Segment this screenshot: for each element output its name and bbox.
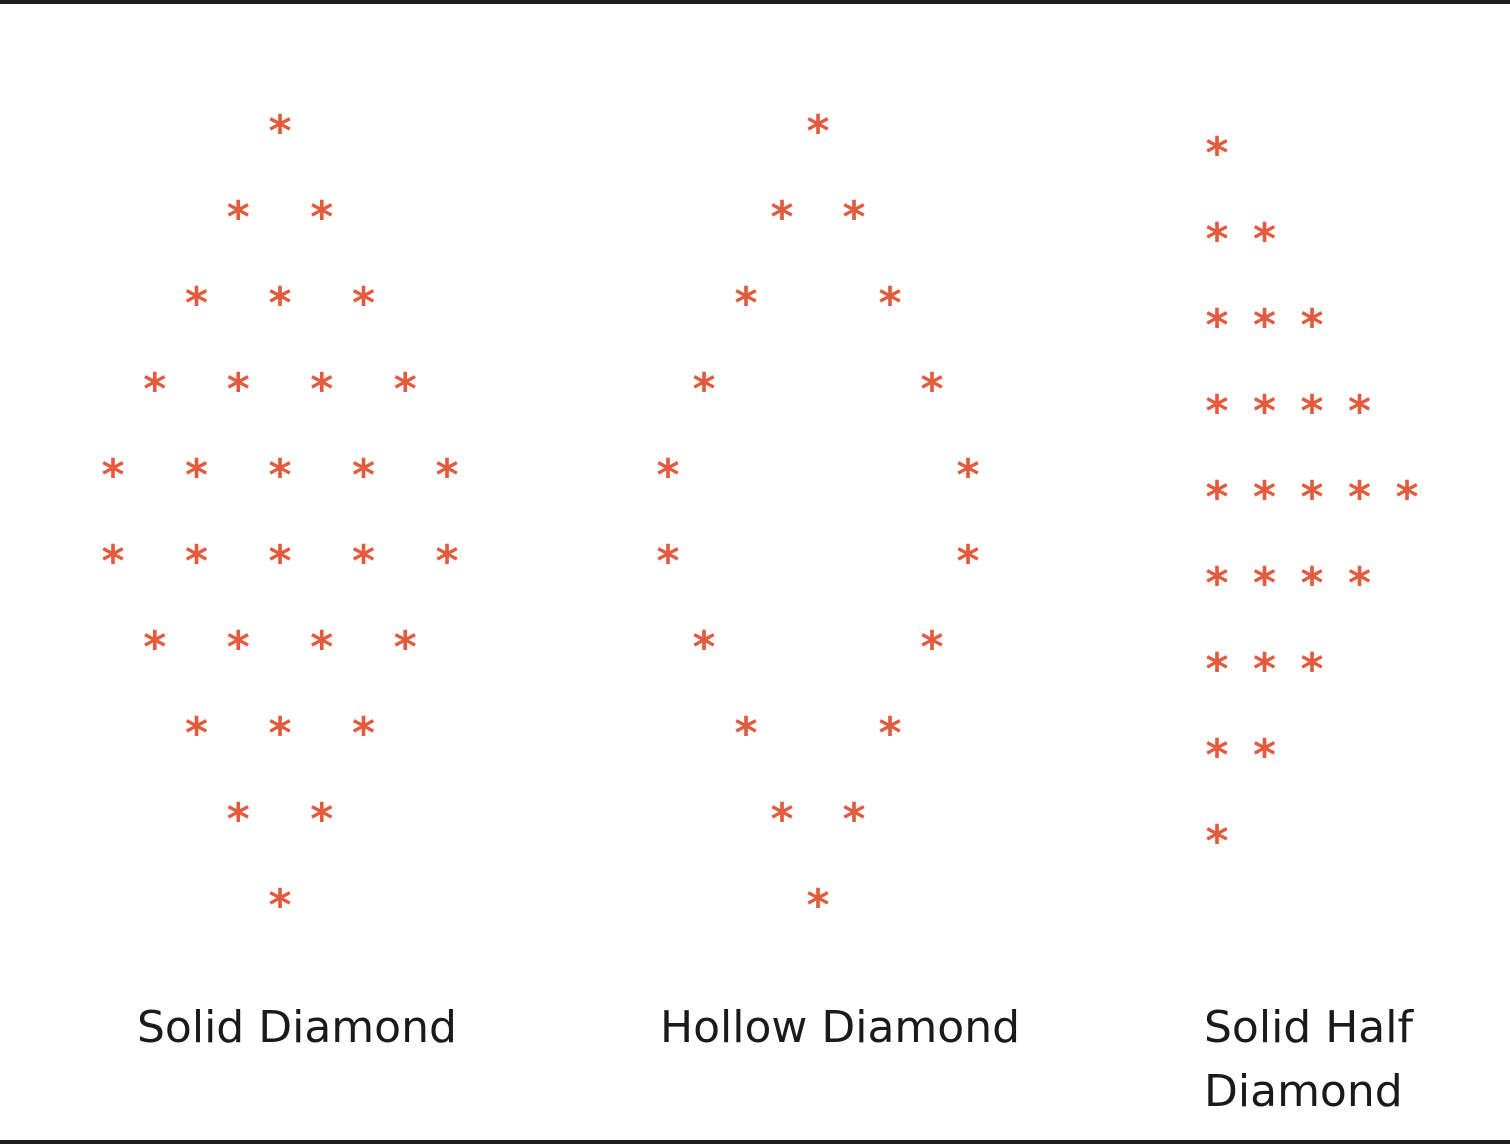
star-half-r1-c1: *: [1252, 214, 1276, 265]
star-solid-r8-c1: *: [310, 794, 334, 845]
star-hollow-r8-right: *: [842, 794, 866, 845]
bottom-border: [0, 1140, 1510, 1144]
star-half-r4-c2: *: [1300, 472, 1324, 523]
star-solid-r5-c3: *: [351, 536, 375, 587]
star-hollow-r7-right: *: [878, 708, 902, 759]
star-half-r2-c0: *: [1205, 300, 1229, 351]
star-hollow-r7-left: *: [734, 708, 758, 759]
star-solid-r3-c3: *: [393, 364, 417, 415]
star-solid-r7-c1: *: [268, 708, 292, 759]
star-half-r7-c1: *: [1252, 730, 1276, 781]
star-solid-r5-c0: *: [101, 536, 125, 587]
star-solid-r3-c1: *: [226, 364, 250, 415]
star-solid-r3-c2: *: [310, 364, 334, 415]
star-half-r3-c2: *: [1300, 386, 1324, 437]
star-solid-r8-c0: *: [226, 794, 250, 845]
star-hollow-r4-right: *: [956, 450, 980, 501]
star-hollow-r8-left: *: [770, 794, 794, 845]
star-half-r4-c1: *: [1252, 472, 1276, 523]
star-hollow-r6-right: *: [920, 622, 944, 673]
star-hollow-r0-c0: *: [806, 106, 830, 157]
star-half-r4-c3: *: [1347, 472, 1371, 523]
star-solid-r5-c1: *: [184, 536, 208, 587]
star-hollow-r4-left: *: [656, 450, 680, 501]
star-half-r3-c3: *: [1347, 386, 1371, 437]
star-half-r0-c0: *: [1205, 128, 1229, 179]
star-half-r4-c0: *: [1205, 472, 1229, 523]
star-hollow-r1-right: *: [842, 192, 866, 243]
star-half-r6-c0: *: [1205, 644, 1229, 695]
star-solid-r4-c1: *: [184, 450, 208, 501]
star-hollow-r3-right: *: [920, 364, 944, 415]
star-hollow-r5-left: *: [656, 536, 680, 587]
star-half-r3-c1: *: [1252, 386, 1276, 437]
star-solid-r7-c0: *: [184, 708, 208, 759]
star-solid-r6-c3: *: [393, 622, 417, 673]
star-solid-r6-c1: *: [226, 622, 250, 673]
star-half-r5-c0: *: [1205, 558, 1229, 609]
star-solid-r9-c0: *: [268, 880, 292, 931]
star-hollow-r6-left: *: [692, 622, 716, 673]
star-hollow-r1-left: *: [770, 192, 794, 243]
star-half-r5-c1: *: [1252, 558, 1276, 609]
star-solid-r6-c2: *: [310, 622, 334, 673]
star-half-r6-c2: *: [1300, 644, 1324, 695]
star-half-r3-c0: *: [1205, 386, 1229, 437]
star-hollow-r2-right: *: [878, 278, 902, 329]
star-half-r4-c4: *: [1395, 472, 1419, 523]
star-half-r7-c0: *: [1205, 730, 1229, 781]
solid-half-diamond-caption: Solid Half Diamond: [1204, 1002, 1413, 1117]
star-solid-r0-c0: *: [268, 106, 292, 157]
star-solid-r7-c2: *: [351, 708, 375, 759]
star-solid-r5-c2: *: [268, 536, 292, 587]
star-hollow-r5-right: *: [956, 536, 980, 587]
star-half-r5-c2: *: [1300, 558, 1324, 609]
hollow-diamond-caption: Hollow Diamond: [660, 1002, 1021, 1053]
star-solid-r4-c0: *: [101, 450, 125, 501]
star-half-r8-c0: *: [1205, 816, 1229, 867]
star-hollow-r9-c0: *: [806, 880, 830, 931]
star-solid-r6-c0: *: [143, 622, 167, 673]
solid-diamond-caption: Solid Diamond: [137, 1002, 457, 1053]
star-solid-r5-c4: *: [435, 536, 459, 587]
star-half-r2-c2: *: [1300, 300, 1324, 351]
star-solid-r1-c0: *: [226, 192, 250, 243]
star-hollow-r2-left: *: [734, 278, 758, 329]
star-solid-r3-c0: *: [143, 364, 167, 415]
star-solid-r4-c4: *: [435, 450, 459, 501]
star-half-r2-c1: *: [1252, 300, 1276, 351]
star-solid-r4-c2: *: [268, 450, 292, 501]
star-solid-r2-c0: *: [184, 278, 208, 329]
top-border: [0, 0, 1510, 4]
star-solid-r2-c2: *: [351, 278, 375, 329]
star-half-r1-c0: *: [1205, 214, 1229, 265]
star-half-r5-c3: *: [1347, 558, 1371, 609]
star-solid-r2-c1: *: [268, 278, 292, 329]
star-solid-r4-c3: *: [351, 450, 375, 501]
star-half-r6-c1: *: [1252, 644, 1276, 695]
star-hollow-r3-left: *: [692, 364, 716, 415]
star-solid-r1-c1: *: [310, 192, 334, 243]
